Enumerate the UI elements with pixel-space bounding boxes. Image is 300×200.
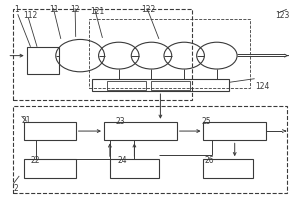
Text: 1: 1 — [14, 5, 19, 14]
Text: 23: 23 — [116, 117, 125, 126]
Text: 121: 121 — [90, 7, 104, 16]
Text: 12: 12 — [70, 5, 79, 14]
Text: 123: 123 — [275, 11, 289, 20]
Text: 24: 24 — [117, 156, 127, 165]
Text: 11: 11 — [49, 5, 58, 14]
Text: 122: 122 — [141, 5, 155, 14]
Text: 124: 124 — [256, 82, 270, 91]
Text: 22: 22 — [31, 156, 40, 165]
Text: 26: 26 — [205, 156, 214, 165]
Text: 2: 2 — [14, 184, 19, 193]
Text: 21: 21 — [22, 116, 31, 125]
Text: 25: 25 — [201, 117, 211, 126]
Text: 112: 112 — [23, 11, 37, 20]
